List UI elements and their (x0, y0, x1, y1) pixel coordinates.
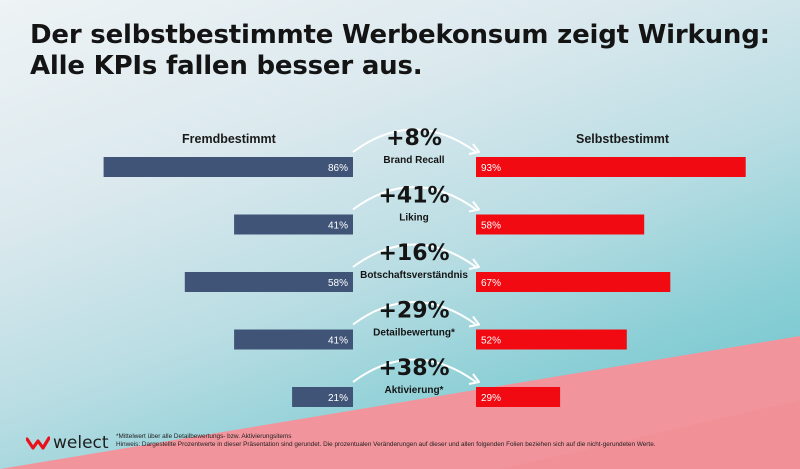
change-arrowhead (468, 258, 480, 270)
title-line-2: Alle KPIs fallen besser aus. (30, 51, 423, 81)
welect-chevron-logo-icon (26, 436, 50, 450)
title-line-1: Der selbstbestimmte Werbekonsum zeigt Wi… (30, 20, 770, 50)
welect-logo: welect (26, 432, 109, 454)
bar-value-label-left: 86% (328, 163, 348, 174)
page-title: Der selbstbestimmte Werbekonsum zeigt Wi… (30, 20, 770, 82)
footnote-line-1: *Mittelwert über alle Detailbewertungs- … (116, 433, 292, 440)
bar-value-label-left: 41% (328, 221, 348, 232)
bar-fremdbestimmt (184, 272, 353, 292)
bar-value-label-left: 21% (328, 393, 348, 404)
change-value: +38% (378, 356, 449, 381)
bar-value-label-right: 58% (481, 221, 501, 232)
category-label: Botschaftsverständnis (360, 270, 468, 281)
category-label: Liking (399, 213, 428, 224)
footnote-line-2: Hinweis: Dargestellte Prozentwerte in di… (116, 441, 656, 448)
change-arc (352, 358, 477, 383)
right-series-label: Selbstbestimmt (576, 132, 670, 146)
change-value: +16% (378, 241, 449, 266)
bar-fremdbestimmt (292, 387, 353, 407)
change-value: +41% (378, 184, 449, 209)
bar-selbstbestimmt (476, 157, 746, 177)
bar-selbstbestimmt (476, 214, 645, 235)
category-label: Brand Recall (383, 155, 444, 166)
change-arrowhead (468, 200, 480, 213)
category-label: Aktivierung* (385, 385, 444, 396)
change-arrowhead (468, 143, 480, 155)
left-series-label: Fremdbestimmt (182, 132, 276, 146)
category-label: Detailbewertung* (373, 328, 455, 339)
change-arc (352, 128, 477, 153)
bar-selbstbestimmt (476, 329, 627, 350)
bar-value-label-right: 29% (481, 393, 501, 404)
bar-value-label-left: 41% (328, 336, 348, 347)
bar-value-label-right: 52% (481, 336, 501, 347)
change-value: +29% (378, 299, 449, 324)
bar-fremdbestimmt (103, 157, 353, 177)
change-arc (352, 301, 477, 326)
change-arrowhead (468, 315, 480, 328)
change-value: +8% (386, 126, 442, 151)
bar-fremdbestimmt (234, 214, 353, 235)
bar-fremdbestimmt (234, 329, 353, 350)
change-arc (352, 186, 477, 211)
bar-value-label-right: 67% (481, 278, 501, 289)
bar-selbstbestimmt (476, 387, 561, 407)
change-arc (352, 243, 477, 268)
logo-text: welect (53, 433, 109, 453)
bar-selbstbestimmt (476, 272, 671, 292)
bar-value-label-right: 93% (481, 163, 501, 174)
change-arrowhead (468, 373, 480, 385)
footnote: *Mittelwert über alle Detailbewertungs- … (116, 433, 656, 449)
bar-value-label-left: 58% (328, 278, 348, 289)
